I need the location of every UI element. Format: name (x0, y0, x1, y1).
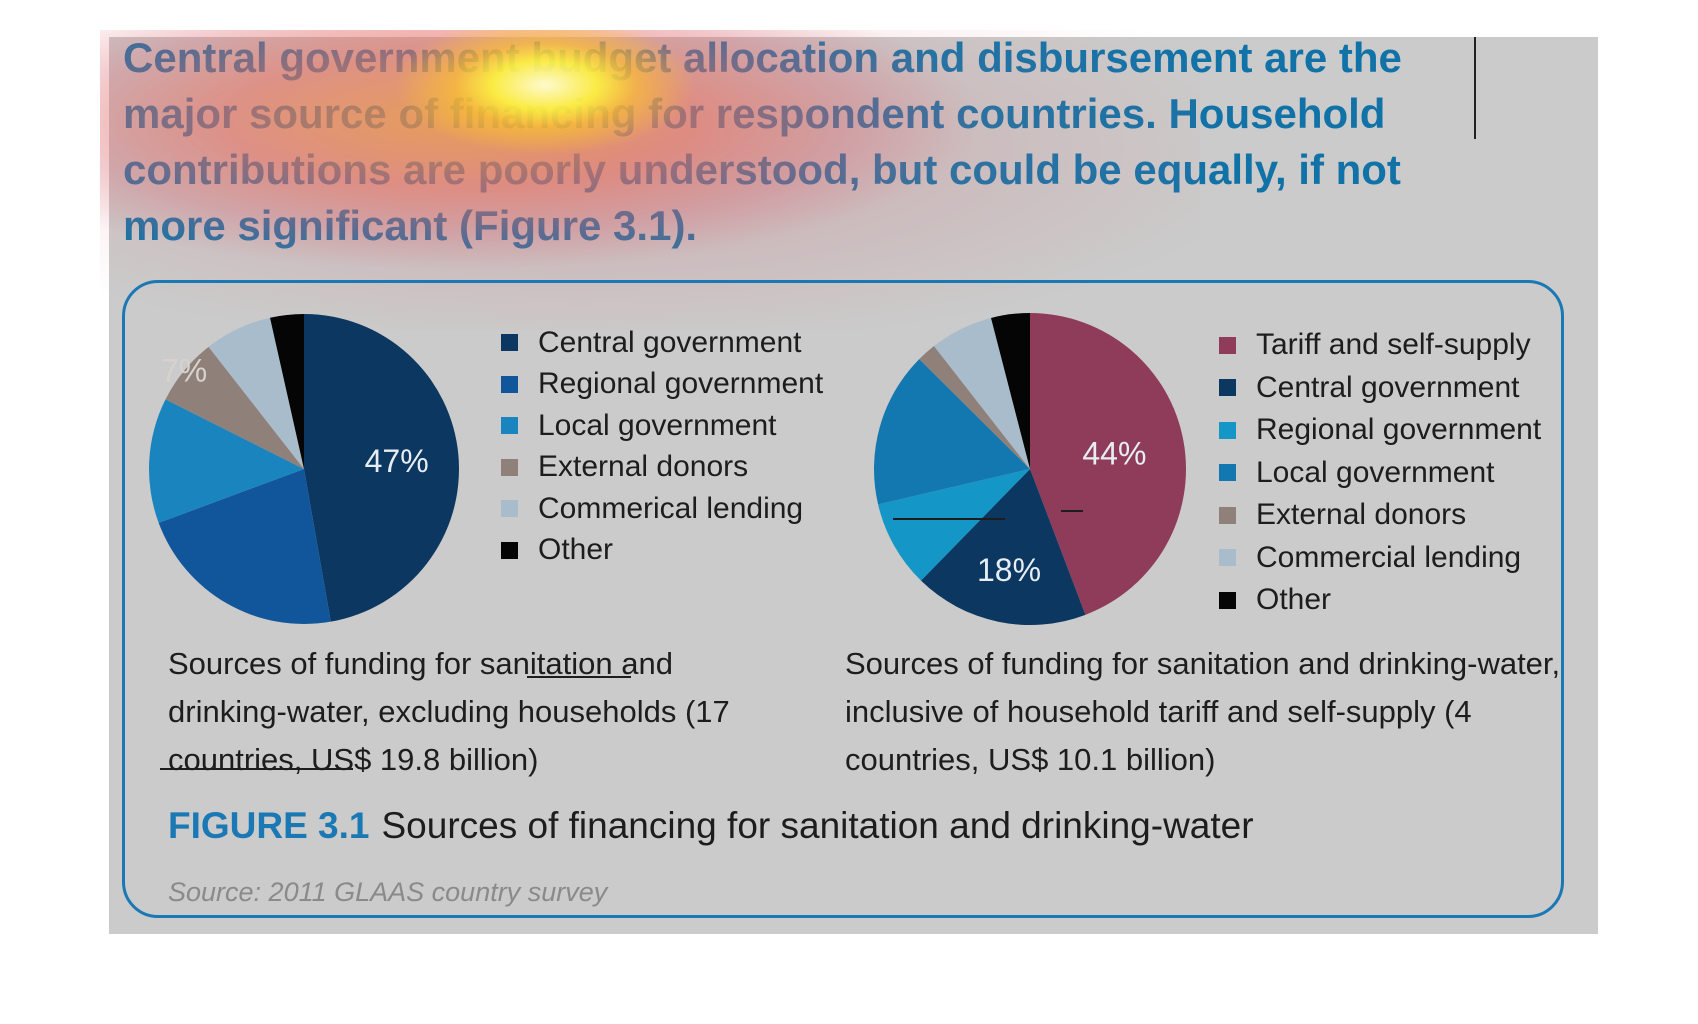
legend-swatch (501, 417, 518, 435)
legend-label: Commercial lending (1256, 540, 1522, 574)
data-label: 18% (977, 552, 1041, 588)
pie-slice (878, 469, 1030, 581)
legend-item: Regional government (501, 364, 823, 406)
pie-slice (149, 399, 304, 523)
legend-label: Other (538, 533, 614, 567)
data-label: 47% (365, 443, 429, 479)
legend-label: Regional government (538, 367, 824, 401)
legend-item: External donors (501, 447, 823, 489)
strike-mark (893, 518, 1005, 520)
pie-chart-including-households: 44% 18% (874, 313, 1186, 625)
chart-caption-right: Sources of funding for sanitation and dr… (845, 646, 1561, 777)
strike-mark (527, 676, 631, 678)
pie-slice (919, 346, 1030, 469)
chart-caption-left: Sources of funding for sanitation and dr… (168, 646, 730, 777)
legend-item: Regional government (1219, 409, 1541, 452)
legend-swatch (501, 375, 518, 393)
pie-slice (270, 314, 304, 469)
strike-mark (160, 768, 353, 770)
legend-item: Commercial lending (1219, 537, 1541, 580)
strike-mark (1061, 510, 1083, 512)
legend-item: Other (501, 530, 823, 572)
legend-swatch (501, 500, 518, 518)
legend-swatch (1219, 591, 1236, 609)
figure-caption: FIGURE 3.1 Sources of financing for sanit… (168, 805, 1254, 847)
legend-right: Tariff and self-supply Central government… (1219, 324, 1541, 622)
legend-item: Tariff and self-supply (1219, 324, 1541, 367)
legend-item: Other (1219, 579, 1541, 622)
legend-swatch (1219, 379, 1236, 397)
legend-swatch (1219, 336, 1236, 354)
pie-chart-excluding-households: 47% 7% (149, 314, 459, 624)
legend-item: Local government (501, 405, 823, 447)
legend-swatch (1219, 464, 1236, 482)
figure-title: Sources of financing for sanitation and … (381, 805, 1254, 846)
legend-label: Regional government (1256, 413, 1542, 447)
legend-item: Local government (1219, 452, 1541, 495)
data-label: 44% (1082, 436, 1146, 472)
legend-swatch (1219, 506, 1236, 524)
legend-item: External donors (1219, 494, 1541, 537)
legend-swatch (501, 334, 518, 352)
legend-left: Central government Regional government Loc… (501, 322, 823, 571)
legend-label: Local government (538, 408, 777, 442)
figure-label: FIGURE 3.1 (168, 805, 370, 846)
pie-slice (991, 313, 1030, 469)
legend-label: Central government (1256, 370, 1520, 404)
legend-label: Other (1256, 583, 1332, 617)
legend-swatch (501, 458, 518, 476)
legend-label: Tariff and self-supply (1256, 328, 1531, 362)
legend-label: External donors (538, 450, 749, 484)
legend-label: Local government (1256, 455, 1495, 489)
legend-item: Commerical lending (501, 488, 823, 530)
pie-slice (165, 346, 304, 469)
legend-item: Central government (1219, 367, 1541, 410)
pie-slice (1030, 313, 1186, 615)
legend-swatch (501, 541, 518, 559)
figure-frame (122, 280, 1564, 918)
legend-item: Central government (501, 322, 823, 364)
pie-slice (921, 469, 1086, 625)
source-note: Source: 2011 GLAAS country survey (168, 877, 608, 907)
legend-label: External donors (1256, 498, 1467, 532)
legend-label: Commerical lending (538, 491, 804, 525)
pie-slice (874, 359, 1030, 505)
pie-slice (933, 317, 1030, 469)
data-label: 7% (161, 353, 207, 389)
legend-swatch (1219, 549, 1236, 567)
pie-slice (304, 314, 459, 622)
pie-slice (158, 469, 331, 624)
pie-slice (208, 317, 304, 469)
legend-swatch (1219, 421, 1236, 439)
text-cursor (1474, 37, 1476, 139)
legend-label: Central government (538, 325, 802, 359)
